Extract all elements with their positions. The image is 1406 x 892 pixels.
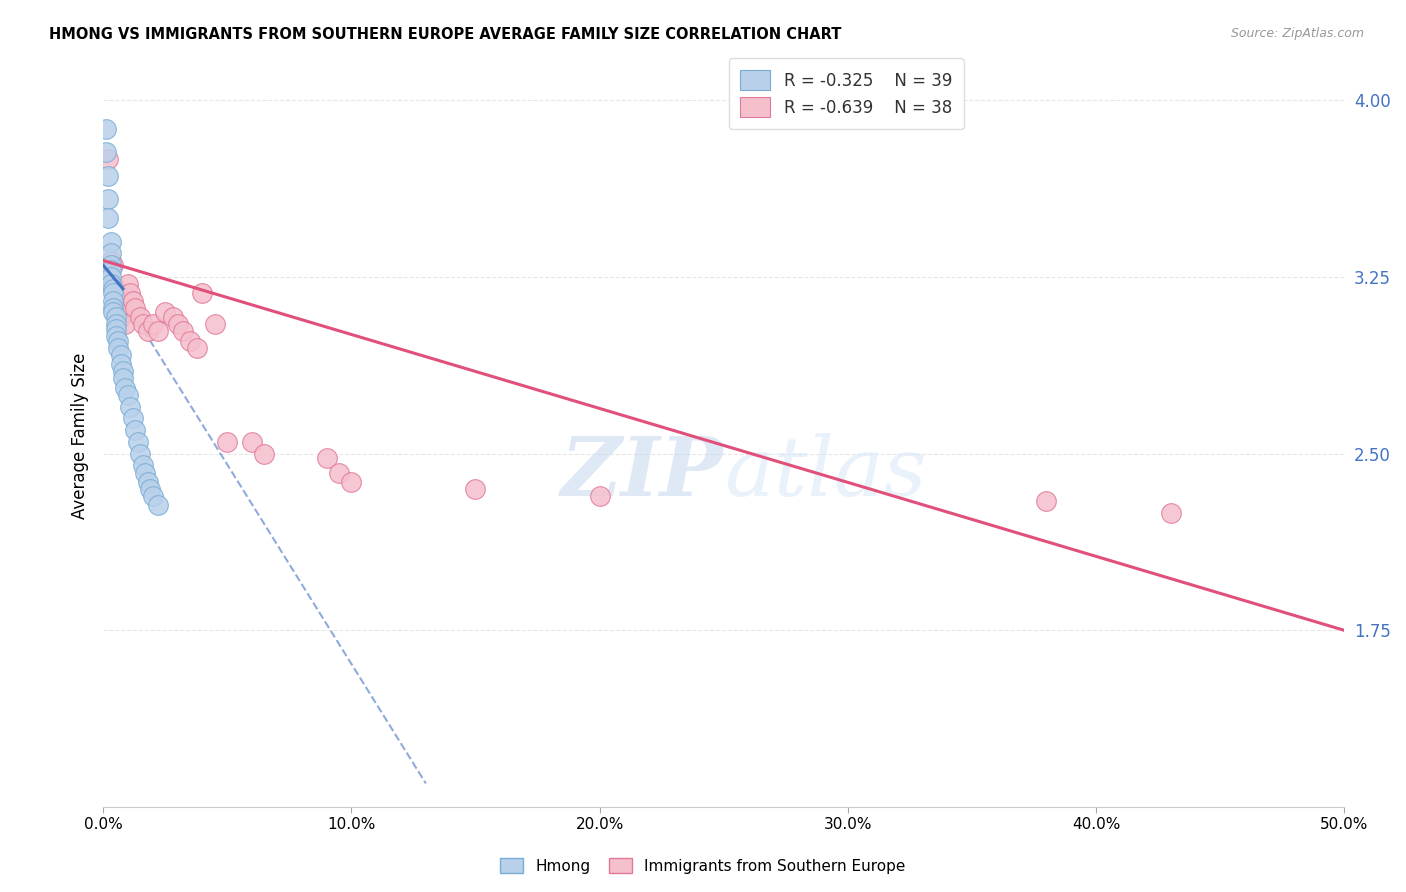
Point <box>186 341 208 355</box>
Point <box>110 310 132 324</box>
Point <box>100 235 122 249</box>
Point <box>101 277 124 291</box>
Point <box>139 482 162 496</box>
Point <box>134 466 156 480</box>
Point <box>97 153 120 167</box>
Text: ZIP: ZIP <box>561 434 724 513</box>
Point <box>104 329 127 343</box>
Legend: Hmong, Immigrants from Southern Europe: Hmong, Immigrants from Southern Europe <box>495 852 911 880</box>
Y-axis label: Average Family Size: Average Family Size <box>72 353 89 519</box>
Point <box>240 434 263 449</box>
Point <box>340 475 363 489</box>
Point <box>122 411 145 425</box>
Point <box>101 301 124 315</box>
Point <box>172 324 194 338</box>
Point <box>464 482 486 496</box>
Point <box>142 317 165 331</box>
Point <box>100 253 122 268</box>
Legend: R = -0.325    N = 39, R = -0.639    N = 38: R = -0.325 N = 39, R = -0.639 N = 38 <box>728 59 963 129</box>
Point <box>217 434 239 449</box>
Point <box>100 263 122 277</box>
Point <box>111 305 134 319</box>
Point <box>191 286 214 301</box>
Point <box>132 458 155 473</box>
Point <box>136 324 159 338</box>
Point <box>117 277 139 291</box>
Point <box>104 282 127 296</box>
Point <box>94 145 117 160</box>
Point <box>107 341 129 355</box>
Point <box>104 317 127 331</box>
Point <box>94 121 117 136</box>
Point <box>127 434 149 449</box>
Text: atlas: atlas <box>724 434 927 513</box>
Point <box>111 364 134 378</box>
Point <box>117 388 139 402</box>
Point <box>124 301 146 315</box>
Point <box>328 466 350 480</box>
Point <box>101 286 124 301</box>
Point <box>101 258 124 272</box>
Point <box>122 293 145 308</box>
Point <box>146 499 169 513</box>
Point <box>101 293 124 308</box>
Point <box>114 381 136 395</box>
Point <box>107 301 129 315</box>
Point <box>120 400 142 414</box>
Point <box>114 317 136 331</box>
Point <box>101 282 124 296</box>
Point <box>104 322 127 336</box>
Point <box>104 310 127 324</box>
Point <box>132 317 155 331</box>
Point <box>162 310 184 324</box>
Point <box>120 286 142 301</box>
Text: Source: ZipAtlas.com: Source: ZipAtlas.com <box>1230 27 1364 40</box>
Point <box>153 305 176 319</box>
Point <box>97 169 120 183</box>
Point <box>107 305 129 319</box>
Point <box>129 310 152 324</box>
Point <box>124 423 146 437</box>
Point <box>179 334 201 348</box>
Point <box>100 246 122 260</box>
Point <box>166 317 188 331</box>
Point <box>315 451 337 466</box>
Point <box>111 371 134 385</box>
Point <box>142 489 165 503</box>
Point <box>97 192 120 206</box>
Point <box>100 270 122 285</box>
Point <box>101 305 124 319</box>
Text: HMONG VS IMMIGRANTS FROM SOUTHERN EUROPE AVERAGE FAMILY SIZE CORRELATION CHART: HMONG VS IMMIGRANTS FROM SOUTHERN EUROPE… <box>49 27 842 42</box>
Point <box>588 489 610 503</box>
Point <box>100 258 122 272</box>
Point <box>110 357 132 371</box>
Point <box>146 324 169 338</box>
Point <box>104 293 127 308</box>
Point <box>100 277 122 291</box>
Point <box>204 317 226 331</box>
Point <box>107 334 129 348</box>
Point <box>129 447 152 461</box>
Point <box>1035 493 1057 508</box>
Point <box>97 211 120 226</box>
Point <box>253 447 276 461</box>
Point <box>110 348 132 362</box>
Point <box>1160 506 1182 520</box>
Point <box>136 475 159 489</box>
